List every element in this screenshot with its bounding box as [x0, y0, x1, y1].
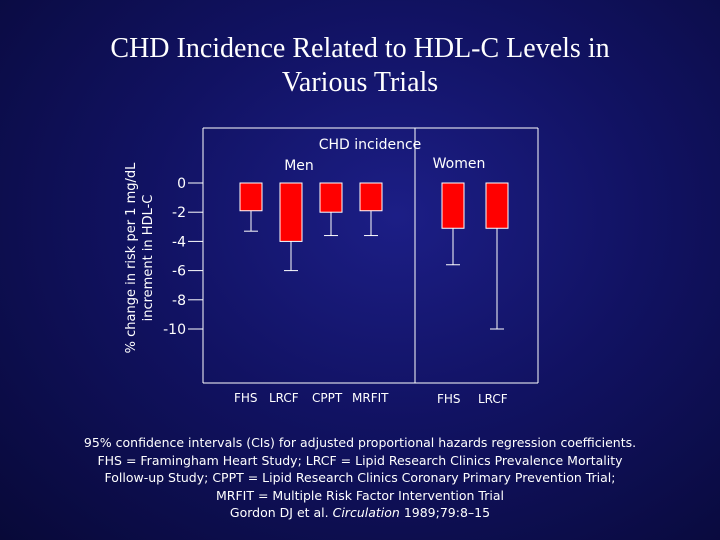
- citation-authors: Gordon DJ et al.: [229, 505, 329, 520]
- title-line-1: CHD Incidence Related to HDL-C Levels in: [110, 33, 610, 64]
- chart-title: CHD incidence: [319, 137, 422, 153]
- citation: Gordon DJ et al. Circulation 1989;79:8–1…: [40, 504, 680, 522]
- bar-men-fhs: [239, 182, 263, 212]
- y-tick-label: -6: [172, 264, 186, 280]
- category-label: FHS: [234, 391, 258, 405]
- bar-women-fhs: [441, 182, 465, 229]
- y-axis-label-line-1: % change in risk per 1 mg/dL: [124, 162, 139, 354]
- group-label-men: Men: [284, 158, 314, 174]
- footnote: 95% confidence intervals (CIs) for adjus…: [40, 434, 680, 522]
- category-label: LRCF: [478, 392, 508, 406]
- page-title: CHD Incidence Related to HDL-C Levels in…: [0, 32, 720, 100]
- bar-men-cppt: [319, 182, 343, 213]
- category-label: CPPT: [312, 391, 343, 405]
- footnote-line-4: MRFIT = Multiple Risk Factor Interventio…: [216, 487, 504, 503]
- category-label: FHS: [437, 392, 461, 406]
- y-tick-label: -10: [163, 322, 186, 338]
- category-labels: Men FHS LRCF CPPT MRFIT Women FHS LRCF: [234, 156, 508, 406]
- citation-details: 1989;79:8–15: [403, 505, 491, 520]
- y-axis-label-line-2: increment in HDL-C: [141, 195, 156, 322]
- y-tick-label: 0: [177, 176, 186, 192]
- y-tick-label: -4: [172, 234, 186, 250]
- chart-frame: [202, 127, 539, 384]
- chd-incidence-chart: CHD incidence % change in risk per 1 mg/…: [124, 127, 539, 406]
- y-tick-label: -2: [172, 205, 186, 221]
- group-label-women: Women: [433, 156, 486, 172]
- category-label: MRFIT: [352, 391, 389, 405]
- bar-women-lrcf: [485, 182, 509, 229]
- footnote-line-3: Follow-up Study; CPPT = Lipid Research C…: [104, 470, 616, 485]
- y-ticks: 0 -2 -4 -6 -8 -10: [163, 176, 203, 338]
- y-tick-label: -8: [172, 293, 186, 309]
- citation-journal: Circulation: [332, 505, 400, 520]
- category-label: LRCF: [269, 391, 299, 405]
- title-line-2: Various Trials: [281, 67, 439, 98]
- bar-men-mrfit: [359, 182, 383, 212]
- bars: [239, 182, 509, 330]
- footnote-line-2: FHS = Framingham Heart Study; LRCF = Lip…: [97, 452, 623, 468]
- footnote-line-1: 95% confidence intervals (CIs) for adjus…: [83, 435, 637, 450]
- bar-men-lrcf: [279, 182, 303, 242]
